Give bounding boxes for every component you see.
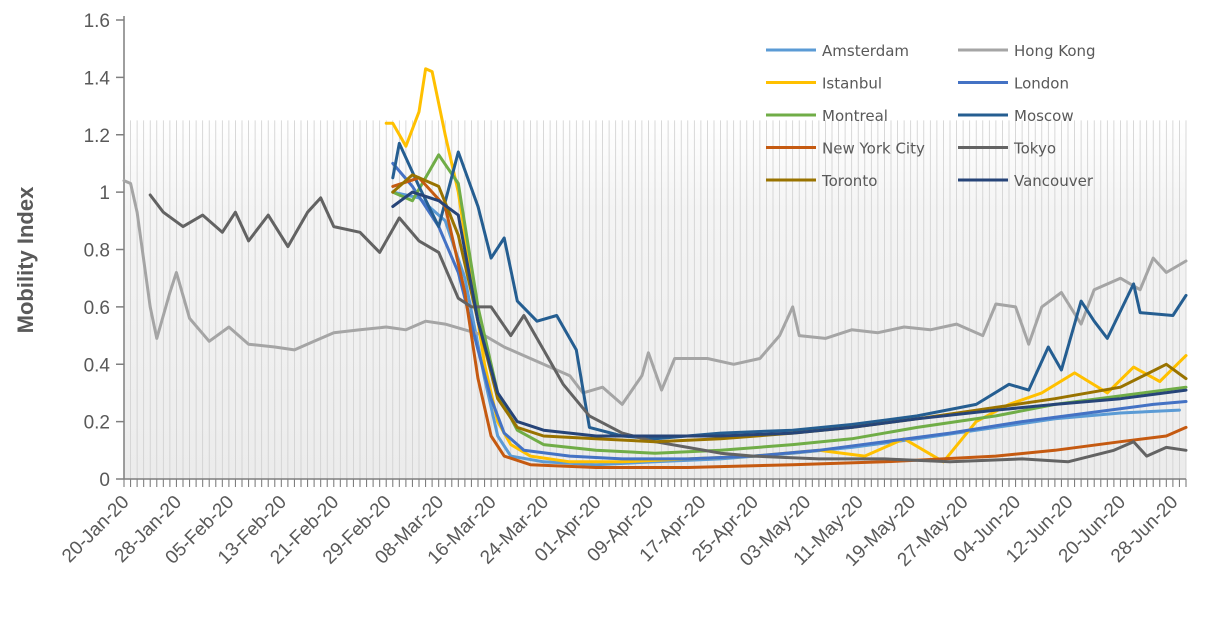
y-axis-label: Mobility Index xyxy=(13,186,38,333)
legend-label: Amsterdam xyxy=(822,42,909,60)
series-line-istanbul xyxy=(384,67,1188,464)
series-line-moscow xyxy=(391,141,1188,441)
legend-label: Hong Kong xyxy=(1014,42,1096,60)
series-line-toronto xyxy=(391,173,1188,444)
y-tick-label: 0.2 xyxy=(84,413,110,434)
legend-label: New York City xyxy=(822,140,925,158)
y-tick-label: 0.4 xyxy=(84,355,111,376)
series-lines xyxy=(122,67,1188,469)
legend-label: Vancouver xyxy=(1014,172,1094,190)
y-tick-label: 0 xyxy=(99,470,110,491)
series-line-amsterdam xyxy=(391,190,1181,467)
y-tick-label: 1.4 xyxy=(84,68,111,89)
legend-label: London xyxy=(1014,75,1069,93)
legend-label: Tokyo xyxy=(1013,140,1056,158)
y-tick-label: 0.6 xyxy=(84,298,110,319)
series-line-london xyxy=(391,161,1188,461)
legend: Amsterdam Hong Kong Istanbul London Montreal… xyxy=(766,42,1096,190)
series-line-montreal xyxy=(391,153,1188,455)
y-tick-label: 1 xyxy=(99,183,110,204)
series-line-new-york-city xyxy=(391,176,1188,469)
series-line-vancouver xyxy=(391,190,1188,438)
legend-label: Moscow xyxy=(1014,107,1074,125)
gridlines xyxy=(123,120,1187,479)
legend-label: Istanbul xyxy=(822,75,882,93)
series-line-tokyo xyxy=(148,193,1188,464)
series-line-hong-kong xyxy=(122,179,1188,406)
legend-label: Montreal xyxy=(822,107,888,125)
legend-label: Toronto xyxy=(821,172,877,190)
y-tick-label: 1.6 xyxy=(84,11,110,32)
y-tick-label: 0.8 xyxy=(84,241,110,262)
y-tick-label: 1.2 xyxy=(84,126,110,147)
